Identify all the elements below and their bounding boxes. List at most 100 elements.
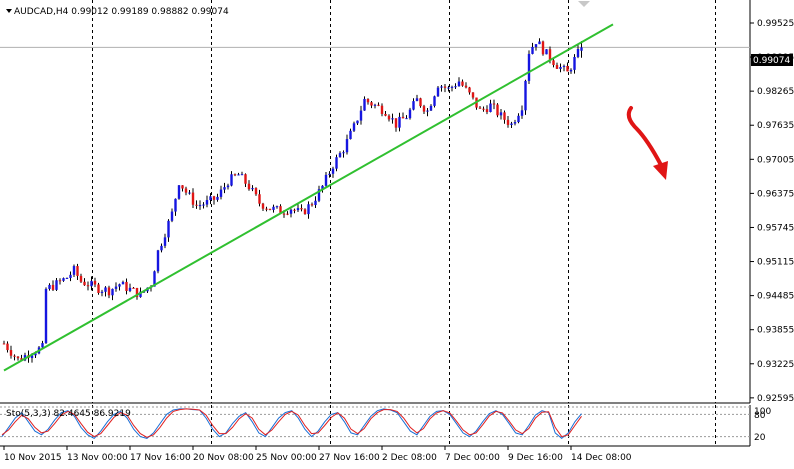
candle-body — [457, 81, 461, 87]
x-tick-label: 10 Nov 2015 — [4, 453, 62, 463]
candle-body — [566, 65, 569, 72]
candle-body — [251, 188, 254, 190]
candle-body — [478, 107, 482, 109]
candle-body — [366, 98, 370, 103]
candle-body — [219, 189, 223, 197]
candle-body — [111, 288, 114, 296]
candle-body — [370, 102, 373, 106]
candle-body — [450, 86, 454, 88]
candle-body — [223, 187, 226, 190]
candle-body — [48, 284, 51, 289]
candle-body — [254, 188, 258, 195]
candle-body — [181, 185, 184, 189]
candle-body — [184, 188, 188, 193]
candle-body — [377, 104, 380, 106]
candle-body — [394, 118, 398, 128]
candle-body — [41, 343, 44, 348]
candle-body — [104, 287, 107, 292]
candle-body — [468, 87, 471, 93]
candle-body — [384, 113, 387, 116]
candle-body — [30, 355, 34, 359]
shift-marker-icon[interactable] — [578, 1, 590, 7]
candle-body — [419, 98, 422, 107]
candle-body — [230, 174, 233, 186]
candle-body — [310, 204, 314, 206]
candle-body — [153, 271, 156, 287]
candle-body — [198, 205, 202, 207]
candle-body — [58, 280, 62, 282]
candle-body — [359, 110, 363, 121]
y-tick-label: 0.97005 — [757, 155, 794, 165]
candle-body — [387, 115, 391, 120]
candle-body — [562, 65, 566, 67]
candle-body — [286, 213, 289, 215]
candle-body — [86, 285, 90, 287]
candle-body — [545, 49, 548, 55]
x-tick-label: 14 Dec 08:00 — [571, 453, 632, 463]
candle-body — [268, 208, 272, 210]
candle-body — [79, 275, 83, 282]
candle-body — [538, 41, 541, 45]
candle-body — [569, 69, 573, 72]
candle-body — [443, 86, 447, 88]
candle-body — [62, 278, 65, 281]
candle-body — [16, 356, 20, 359]
candle-body — [489, 103, 492, 112]
last-price-label: 0.99074 — [753, 56, 790, 66]
candle-body — [275, 206, 279, 208]
candle-body — [188, 192, 191, 194]
y-tick-label: 0.93225 — [757, 360, 794, 370]
y-tick-label: 0.94485 — [757, 292, 794, 302]
candle-body — [363, 98, 366, 111]
candle-body — [510, 123, 513, 125]
candle-body — [163, 237, 167, 246]
candle-body — [555, 65, 559, 69]
candle-body — [216, 196, 219, 200]
x-tick-label: 27 Nov 16:00 — [319, 453, 380, 463]
candle-body — [90, 280, 93, 287]
candle-body — [573, 56, 576, 70]
candle-body — [503, 112, 506, 120]
candle-body — [391, 118, 394, 120]
candle-body — [13, 355, 16, 357]
candle-body — [454, 86, 457, 88]
candle-body — [398, 116, 401, 128]
candle-body — [471, 92, 475, 98]
candle-body — [195, 204, 198, 206]
candle-body — [534, 44, 538, 47]
candle-body — [226, 185, 230, 188]
candle-body — [541, 41, 545, 55]
candle-body — [531, 46, 534, 54]
y-tick-label: 0.93855 — [757, 326, 794, 336]
candle-body — [321, 185, 324, 190]
trendline[interactable] — [3, 23, 614, 372]
candle-body — [160, 245, 163, 251]
candle-body — [513, 122, 517, 124]
candle-body — [506, 119, 510, 125]
candle-body — [429, 105, 433, 111]
candle-body — [576, 48, 580, 57]
y-tick-label: 0.96375 — [757, 189, 794, 199]
candle-body — [212, 196, 216, 200]
candle-body — [44, 288, 48, 344]
candle-body — [401, 116, 405, 119]
candle-body — [328, 173, 331, 175]
candle-body — [520, 110, 524, 116]
candle-body — [342, 152, 345, 154]
y-tick-label: 0.92595 — [757, 394, 794, 404]
candle-body — [345, 139, 349, 153]
candle-body — [128, 287, 132, 291]
candle-body — [485, 109, 489, 112]
candle-body — [338, 153, 342, 158]
candle-body — [307, 204, 310, 215]
dropdown-icon[interactable] — [6, 9, 12, 13]
candle-body — [433, 96, 436, 106]
candle-body — [191, 192, 195, 205]
candle-body — [2, 343, 6, 345]
candle-body — [580, 47, 583, 51]
stoch-signal-line — [1, 408, 582, 438]
candle-body — [261, 203, 265, 209]
red-down-arrow-annotation — [626, 106, 663, 167]
candle-body — [440, 86, 443, 88]
